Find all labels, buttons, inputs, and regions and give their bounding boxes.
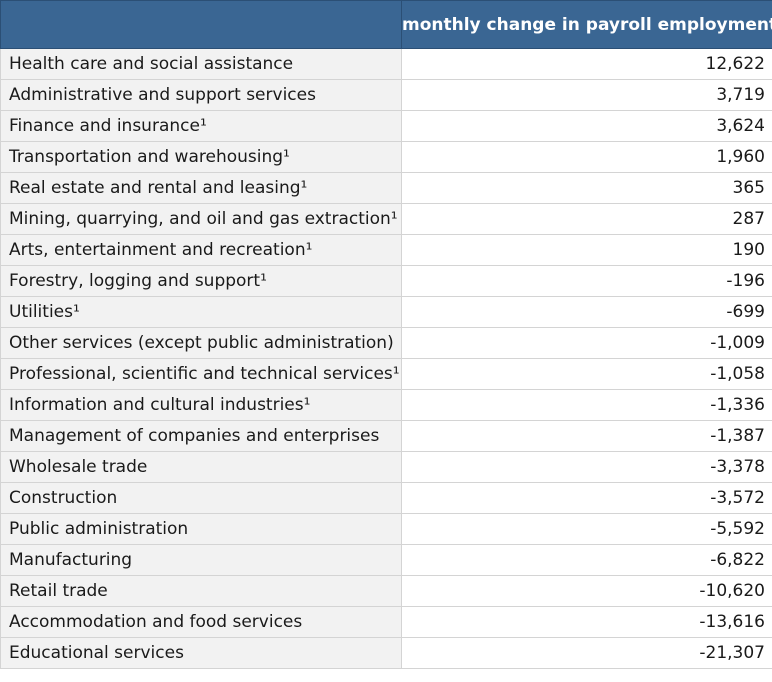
table-row: Accommodation and food services -13,616: [0, 606, 772, 638]
table-row: Management of companies and enterprises -…: [0, 420, 772, 452]
row-value: 287: [401, 203, 772, 235]
table-row: Real estate and rental and leasing¹ 365: [0, 172, 772, 204]
table-row: Wholesale trade -3,378: [0, 451, 772, 483]
table-row: Other services (except public administra…: [0, 327, 772, 359]
row-label: Transportation and warehousing¹: [0, 141, 402, 173]
table-row: Forestry, logging and support¹ -196: [0, 265, 772, 297]
table-row: Mining, quarrying, and oil and gas extra…: [0, 203, 772, 235]
table-row: Retail trade -10,620: [0, 575, 772, 607]
row-label: Health care and social assistance: [0, 48, 402, 80]
row-value: -196: [401, 265, 772, 297]
row-label: Accommodation and food services: [0, 606, 402, 638]
row-value: -13,616: [401, 606, 772, 638]
table-row: Administrative and support services 3,719: [0, 79, 772, 111]
row-value: -699: [401, 296, 772, 328]
table-row: Finance and insurance¹ 3,624: [0, 110, 772, 142]
table-row: Arts, entertainment and recreation¹ 190: [0, 234, 772, 266]
header-corner-cell: [0, 0, 402, 49]
row-label: Construction: [0, 482, 402, 514]
row-label: Information and cultural industries¹: [0, 389, 402, 421]
table-body: Health care and social assistance 12,622 A…: [0, 48, 772, 669]
table-row: Construction -3,572: [0, 482, 772, 514]
row-label: Utilities¹: [0, 296, 402, 328]
header-row: monthly change in payroll employment: [0, 0, 772, 49]
row-value: 190: [401, 234, 772, 266]
row-label: Finance and insurance¹: [0, 110, 402, 142]
row-label: Educational services: [0, 637, 402, 669]
table-row: Health care and social assistance 12,622: [0, 48, 772, 80]
row-label: Real estate and rental and leasing¹: [0, 172, 402, 204]
row-value: -1,009: [401, 327, 772, 359]
table-row: Information and cultural industries¹ -1,3…: [0, 389, 772, 421]
table-row: Utilities¹ -699: [0, 296, 772, 328]
table-row: Manufacturing -6,822: [0, 544, 772, 576]
row-label: Retail trade: [0, 575, 402, 607]
column-header-monthly-change: monthly change in payroll employment: [401, 0, 772, 49]
table-row: Transportation and warehousing¹ 1,960: [0, 141, 772, 173]
row-value: -3,378: [401, 451, 772, 483]
row-label: Professional, scientific and technical s…: [0, 358, 402, 390]
row-value: -3,572: [401, 482, 772, 514]
row-label: Administrative and support services: [0, 79, 402, 111]
row-label: Public administration: [0, 513, 402, 545]
table-row: Professional, scientific and technical s…: [0, 358, 772, 390]
row-value: -21,307: [401, 637, 772, 669]
row-value: -5,592: [401, 513, 772, 545]
row-label: Management of companies and enterprises: [0, 420, 402, 452]
table-header: monthly change in payroll employment: [0, 0, 772, 49]
row-value: 365: [401, 172, 772, 204]
row-value: -6,822: [401, 544, 772, 576]
row-label: Forestry, logging and support¹: [0, 265, 402, 297]
row-label: Manufacturing: [0, 544, 402, 576]
row-value: 12,622: [401, 48, 772, 80]
row-label: Mining, quarrying, and oil and gas extra…: [0, 203, 402, 235]
row-label: Other services (except public administra…: [0, 327, 402, 359]
row-label: Arts, entertainment and recreation¹: [0, 234, 402, 266]
row-value: -1,336: [401, 389, 772, 421]
table-row: Public administration -5,592: [0, 513, 772, 545]
row-label: Wholesale trade: [0, 451, 402, 483]
row-value: -10,620: [401, 575, 772, 607]
table-row: Educational services -21,307: [0, 637, 772, 669]
row-value: 3,719: [401, 79, 772, 111]
row-value: -1,058: [401, 358, 772, 390]
row-value: 3,624: [401, 110, 772, 142]
row-value: -1,387: [401, 420, 772, 452]
row-value: 1,960: [401, 141, 772, 173]
